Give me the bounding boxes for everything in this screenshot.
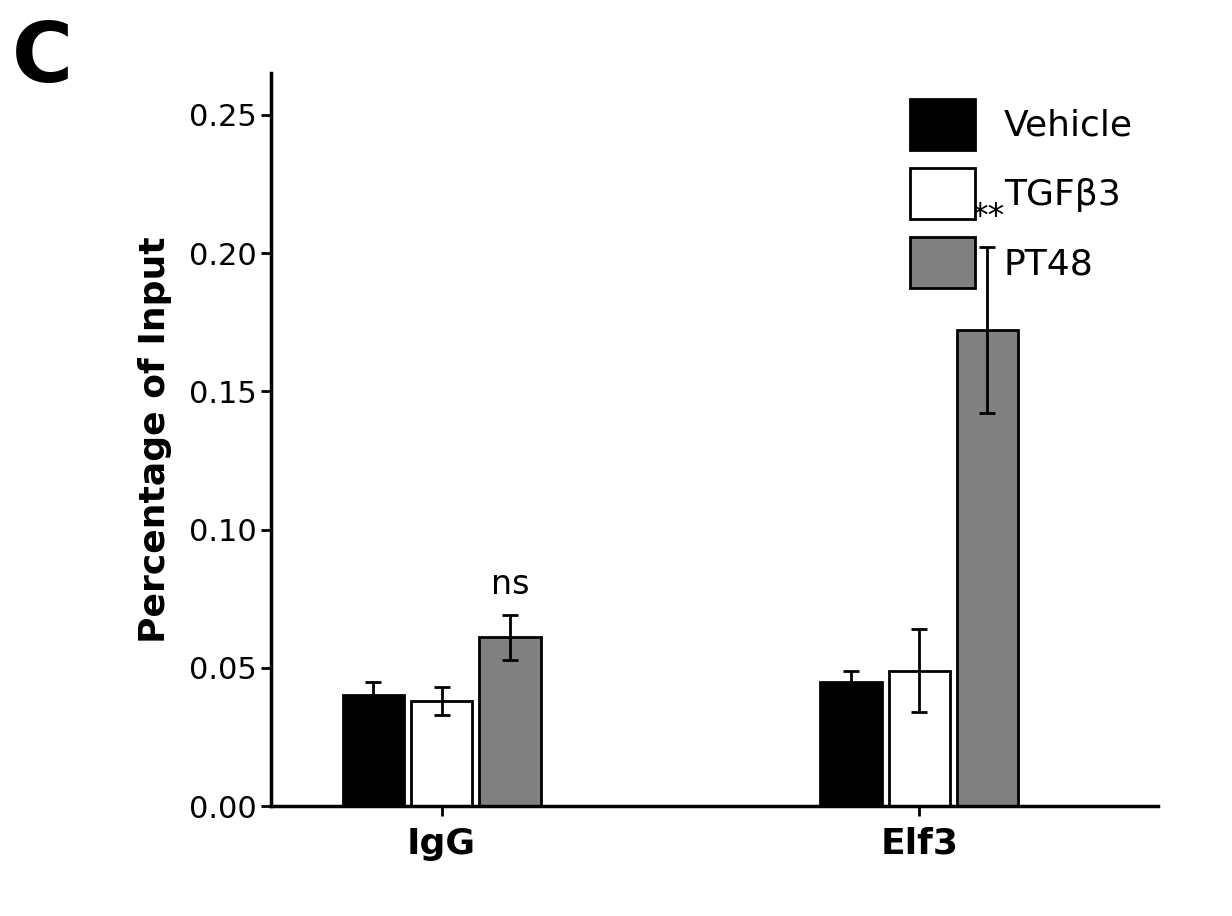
Bar [957, 331, 1018, 806]
Bar [821, 682, 882, 806]
Y-axis label: Percentage of Input: Percentage of Input [138, 236, 172, 643]
Bar [411, 701, 472, 806]
Bar [342, 695, 404, 806]
Text: C: C [12, 18, 74, 99]
Text: **: ** [971, 201, 1004, 234]
Legend: Vehicle, TGFβ3, PT48: Vehicle, TGFβ3, PT48 [903, 92, 1140, 295]
Text: ns: ns [490, 569, 529, 602]
Bar [888, 671, 950, 806]
Bar [479, 638, 541, 806]
